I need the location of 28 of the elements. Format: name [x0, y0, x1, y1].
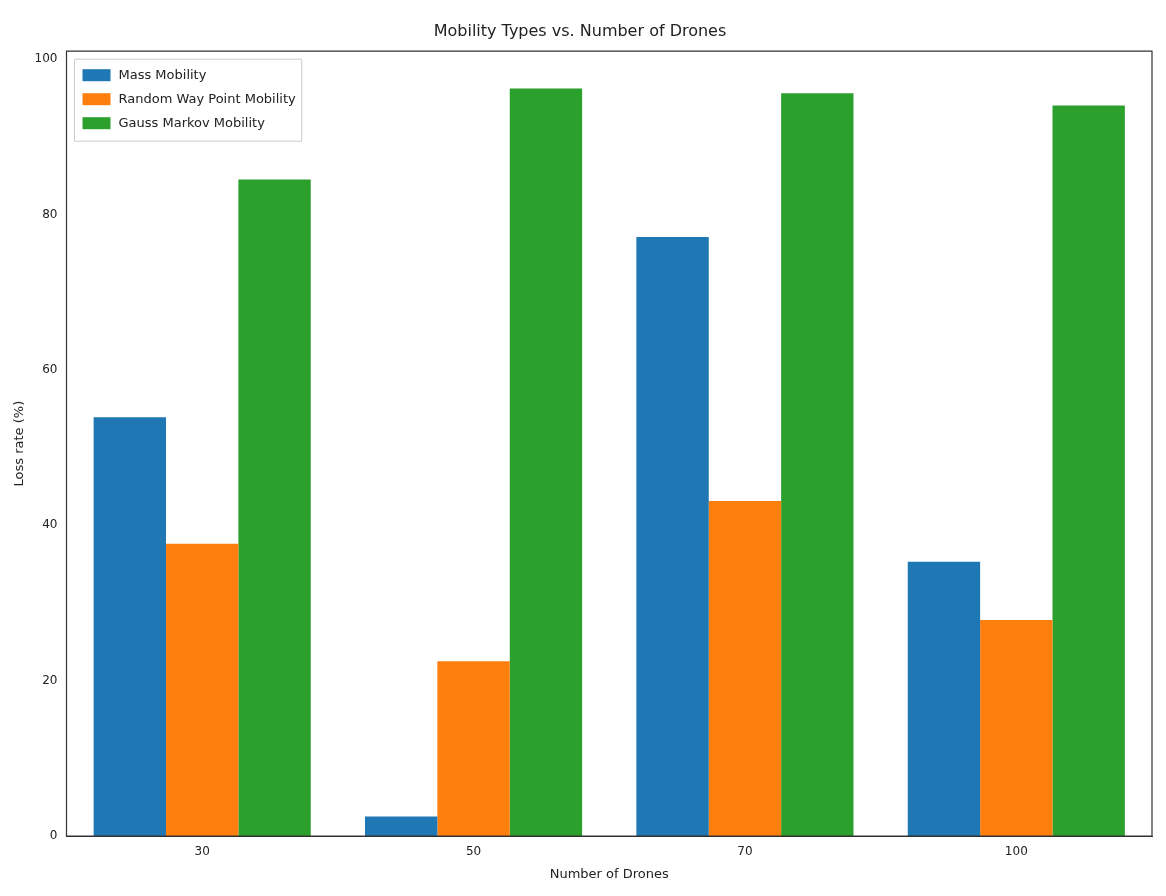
x-tick-label: 100: [1004, 844, 1028, 859]
bar: [636, 236, 709, 836]
bar: [708, 501, 782, 836]
bar: [781, 93, 854, 836]
bar: [980, 619, 1053, 836]
bar: [166, 543, 239, 836]
legend-label: Gauss Markov Mobility: [118, 114, 266, 130]
y-tick-label: 20: [42, 672, 58, 687]
legend-label: Mass Mobility: [118, 66, 207, 82]
bar: [238, 179, 311, 836]
y-axis-title: Loss rate (%): [11, 400, 27, 487]
bar: [907, 561, 981, 836]
y-tick-label: 60: [42, 361, 58, 376]
x-tick-label: 70: [737, 844, 753, 859]
bar: [93, 417, 167, 836]
bar: [1052, 105, 1125, 836]
legend-label: Random Way Point Mobility: [118, 90, 297, 106]
x-axis-title: Number of Drones: [549, 865, 669, 881]
y-tick-label: 0: [49, 828, 58, 843]
y-tick-label: 80: [42, 206, 58, 221]
bar: [509, 88, 583, 836]
bar: [365, 816, 438, 836]
chart-title: Mobility Types vs. Number of Drones: [433, 20, 727, 40]
x-tick-label: 50: [465, 844, 482, 859]
y-tick-label: 40: [42, 517, 58, 532]
y-tick-label: 100: [34, 51, 58, 66]
x-tick-label: 30: [194, 844, 210, 859]
bar: [437, 661, 510, 836]
